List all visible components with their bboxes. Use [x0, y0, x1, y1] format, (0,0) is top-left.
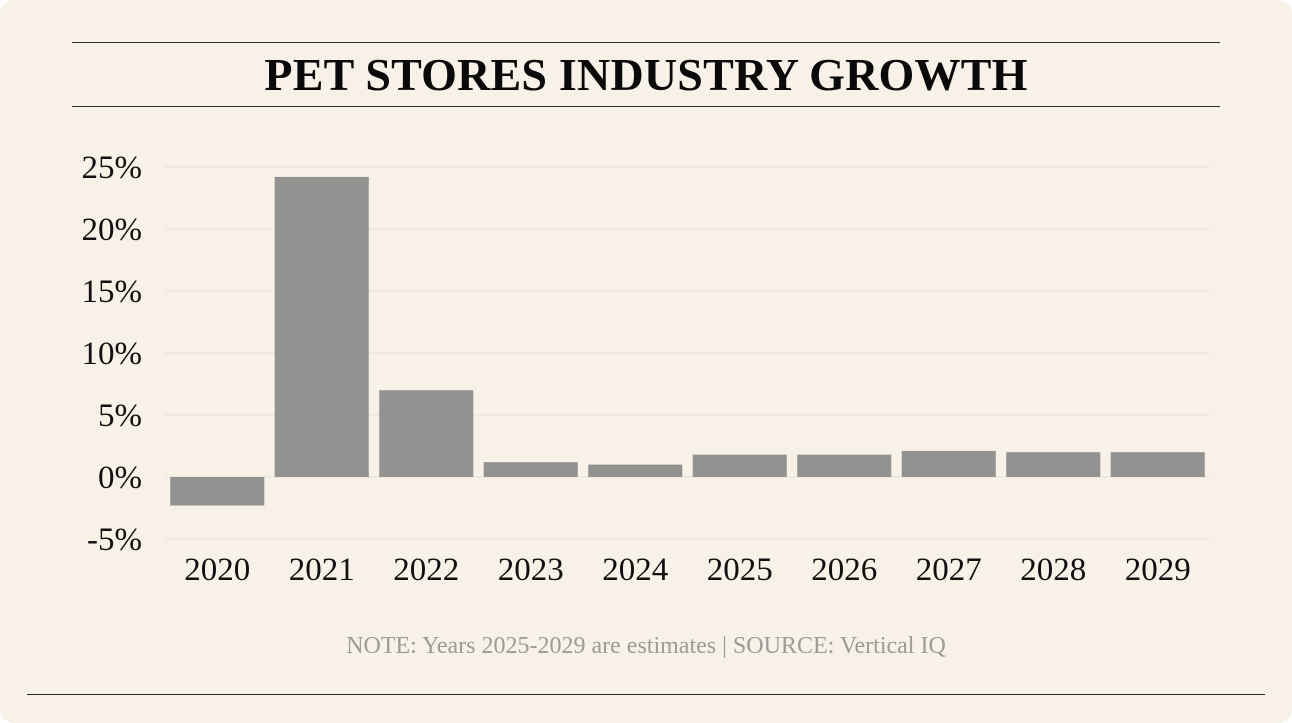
- bar-2020: [170, 477, 265, 506]
- y-tick-label: 15%: [82, 274, 143, 310]
- bar-2021: [274, 176, 369, 478]
- bars: [170, 176, 1205, 506]
- bar-2027: [901, 450, 996, 477]
- x-tick-label-2021: 2021: [289, 552, 355, 588]
- x-tick-label-2029: 2029: [1125, 552, 1191, 588]
- y-axis-ticks: 25% 20% 15% 10% 5% 0% -5%: [82, 150, 143, 558]
- bar-chart: 25% 20% 15% 10% 5% 0% -5% 2020 2021 2022 2023 2024…: [82, 150, 1210, 588]
- bar-2025: [692, 454, 787, 477]
- x-tick-label-2023: 2023: [498, 552, 564, 588]
- x-tick-label-2024: 2024: [602, 552, 668, 588]
- x-tick-label-2020: 2020: [184, 552, 250, 588]
- bar-2026: [797, 454, 892, 477]
- y-tick-label: 20%: [82, 212, 143, 248]
- bar-2022: [379, 390, 474, 477]
- source-note: NOTE: Years 2025-2029 are estimates | SO…: [346, 633, 946, 659]
- x-tick-label-2025: 2025: [707, 552, 773, 588]
- y-tick-label: 25%: [82, 150, 143, 186]
- x-tick-label-2028: 2028: [1020, 552, 1086, 588]
- bar-2024: [588, 464, 683, 477]
- bar-2029: [1110, 452, 1205, 477]
- title-bottom-rule: [72, 106, 1220, 107]
- x-tick-label-2022: 2022: [393, 552, 459, 588]
- footer-rule: [27, 694, 1265, 695]
- chart-title: PET STORES INDUSTRY GROWTH: [264, 49, 1028, 100]
- x-tick-label-2027: 2027: [916, 552, 982, 588]
- bar-2028: [1006, 452, 1101, 477]
- y-tick-label: 5%: [98, 398, 142, 434]
- x-axis-ticks: 2020 2021 2022 2023 2024 2025 2026 2027 2028 2029: [184, 552, 1191, 588]
- y-tick-label: 0%: [98, 460, 142, 496]
- bar-2023: [483, 462, 578, 477]
- title-top-rule: [72, 42, 1220, 43]
- x-tick-label-2026: 2026: [811, 552, 877, 588]
- y-tick-label: 10%: [82, 336, 143, 372]
- y-tick-label: -5%: [87, 522, 142, 558]
